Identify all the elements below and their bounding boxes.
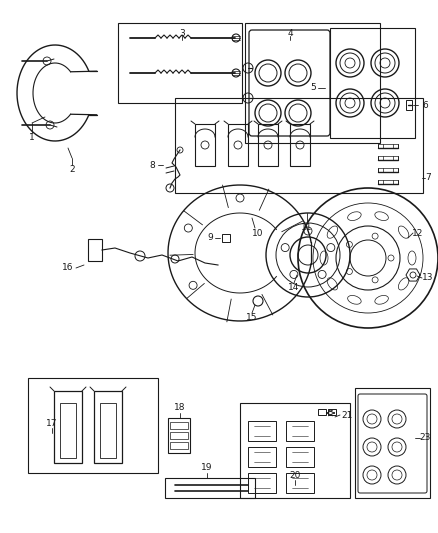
Text: 6: 6 [422, 101, 428, 109]
Bar [286, 447, 314, 467]
Bar [170, 442, 188, 449]
Bar [406, 100, 412, 110]
Text: 14: 14 [288, 284, 300, 293]
Bar [170, 432, 188, 439]
Text: 1: 1 [29, 133, 35, 142]
Text: 8: 8 [149, 160, 155, 169]
Text: 20: 20 [290, 471, 301, 480]
Bar [286, 473, 314, 493]
Text: 18: 18 [174, 403, 186, 413]
Text: 3: 3 [179, 28, 185, 37]
Bar [94, 391, 122, 463]
Bar [54, 391, 82, 463]
Bar [168, 418, 190, 453]
Text: 16: 16 [62, 263, 74, 272]
Bar [170, 422, 188, 429]
Text: 21: 21 [341, 410, 353, 419]
Bar [355, 388, 430, 498]
Bar [290, 124, 310, 166]
Text: 19: 19 [201, 464, 213, 472]
Text: 11: 11 [301, 223, 313, 232]
Bar [28, 378, 158, 473]
Text: 17: 17 [46, 418, 58, 427]
Text: 10: 10 [252, 229, 264, 238]
Bar [318, 409, 326, 415]
Text: 4: 4 [287, 28, 293, 37]
Bar [222, 234, 230, 242]
Text: 7: 7 [425, 174, 431, 182]
Text: 9: 9 [207, 233, 213, 243]
Bar [330, 28, 415, 138]
Text: 5: 5 [310, 84, 316, 93]
Bar [286, 421, 314, 441]
Text: 13: 13 [422, 273, 434, 282]
Text: 12: 12 [412, 229, 424, 238]
Bar [100, 403, 116, 458]
Bar [175, 98, 423, 193]
Bar [258, 124, 278, 166]
Text: 2: 2 [69, 166, 75, 174]
Bar [228, 124, 248, 166]
Bar [60, 403, 76, 458]
Bar [118, 23, 242, 103]
Bar [245, 23, 380, 143]
Bar [248, 421, 276, 441]
Bar [195, 124, 215, 166]
Text: 23: 23 [419, 433, 431, 442]
Bar [248, 447, 276, 467]
Bar [165, 478, 255, 498]
Bar [240, 403, 350, 498]
Bar [328, 409, 336, 415]
Bar [88, 239, 102, 261]
Text: 15: 15 [246, 313, 258, 322]
Bar [248, 473, 276, 493]
